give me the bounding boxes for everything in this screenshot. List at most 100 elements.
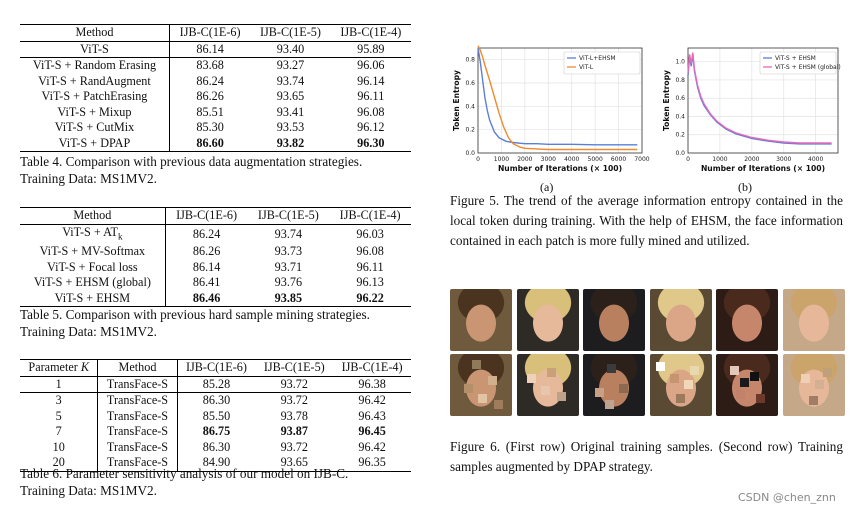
x-tick-label: 0 <box>686 156 690 163</box>
x-tick-label: 6000 <box>611 156 626 163</box>
row-label-cell: 20 <box>20 455 99 471</box>
table-cell: 96.03 <box>356 226 384 241</box>
legend-box <box>759 51 837 75</box>
table-cell: 93.87 <box>280 424 308 439</box>
subfigure-label-b: (b) <box>738 180 752 194</box>
row-label-cell: ViT-S + DPAP <box>20 135 170 152</box>
table-row: ViT-S + Mixup 85.51 93.41 96.08 <box>20 104 411 120</box>
augmented-face-image <box>649 354 712 416</box>
patch-block <box>730 366 739 375</box>
legend-label: ViT-S + EHSM (global) <box>775 64 841 71</box>
row-label-cell: ViT-S + EHSM <box>20 290 166 307</box>
y-tick-label: 0.0 <box>675 150 685 157</box>
table-cell: 86.14 <box>196 41 224 56</box>
table-cell: 93.72 <box>280 376 308 391</box>
table-cell: 93.72 <box>280 439 308 454</box>
y-tick-label: 0.4 <box>675 113 685 120</box>
row-label-cell: ViT-S + EHSM (global) <box>20 274 166 291</box>
y-axis-label: Token Entropy <box>452 70 461 131</box>
table-row: ViT-S + DPAP 86.60 93.82 96.30 <box>20 135 411 152</box>
patch-block <box>736 390 745 399</box>
table-cell: 86.30 <box>202 393 231 408</box>
table-4: Method IJB-C(1E-6) IJB-C(1E-5) IJB-C(1E-… <box>20 24 411 152</box>
table-header-row: Parameter K Method IJB-C(1E-6) IJB-C(1E-… <box>20 359 411 376</box>
x-tick-label: 3000 <box>776 156 791 163</box>
header-ijbc-1e5: IJB-C(1E-5) <box>257 208 319 223</box>
caption-line-1: Table 5. Comparison with previous hard s… <box>20 307 370 322</box>
patch-block <box>808 396 818 405</box>
table-cell: 86.24 <box>192 226 221 241</box>
x-tick-label: 2000 <box>517 156 532 163</box>
row-label-cell: 3 <box>20 392 99 409</box>
plot-frame <box>477 47 643 154</box>
table-cell: 96.22 <box>356 290 384 305</box>
table-cell: 96.11 <box>356 259 384 274</box>
table-cell: 96.12 <box>357 120 385 135</box>
table-row: 10 TransFace-S 86.30 93.72 96.42 <box>20 439 411 455</box>
table-cell: 96.30 <box>357 135 385 150</box>
y-tick-label: 0.8 <box>465 57 475 64</box>
header-ijbc-1e6: IJB-C(1E-6) <box>176 208 238 223</box>
patch-block <box>494 400 503 409</box>
table-cell: 96.42 <box>358 393 386 408</box>
table-row: ViT-S + MV-Softmax 86.26 93.73 96.08 <box>20 243 411 260</box>
patch-block <box>750 372 759 381</box>
patch-block <box>546 368 556 377</box>
table-cell: 93.72 <box>280 393 308 408</box>
patch-block <box>619 384 628 393</box>
table-cell: TransFace-S <box>97 376 178 393</box>
patch-block <box>478 394 487 403</box>
table-cell: 96.35 <box>358 455 386 470</box>
table-cell: 96.38 <box>358 376 386 391</box>
table-cell: 93.74 <box>274 226 303 241</box>
header-ijbc-1e4: IJB-C(1E-4) <box>340 25 402 40</box>
x-tick-label: 3000 <box>541 156 556 163</box>
y-tick-label: 0.6 <box>465 80 475 87</box>
patch-block <box>655 362 665 371</box>
table-row: ViT-S + CutMix 85.30 93.53 96.12 <box>20 120 411 136</box>
header-ijbc-1e4: IJB-C(1E-4) <box>339 208 401 223</box>
figure-6-caption: Figure 6. (First row) Original training … <box>450 439 843 474</box>
table-cell: 95.89 <box>357 41 385 56</box>
header-parameter-k: Parameter K <box>20 359 99 376</box>
table-6-caption: Table 6. Parameter sensitivity analysis … <box>20 465 348 499</box>
table-cell: 86.24 <box>196 73 224 88</box>
table-row: 1 TransFace-S 85.28 93.72 96.38 <box>20 376 411 393</box>
table-cell: 93.78 <box>280 408 308 423</box>
table-5-caption: Table 5. Comparison with previous hard s… <box>20 306 370 340</box>
x-tick-label: 0 <box>476 156 480 163</box>
patch-block <box>540 386 550 395</box>
table-row: ViT-S + Random Erasing 83.68 93.27 96.06 <box>20 57 411 74</box>
patch-block <box>800 374 810 383</box>
row-label-cell: ViT-S + ATk <box>20 224 166 244</box>
patch-block <box>669 374 679 383</box>
original-face-image <box>716 289 778 351</box>
row-label-cell: ViT-S + MV-Softmax <box>20 243 166 260</box>
table-cell: 86.41 <box>192 275 221 290</box>
legend-label: ViT-L <box>579 64 594 71</box>
augmented-face-image <box>516 354 579 416</box>
table-6: Parameter K Method IJB-C(1E-6) IJB-C(1E-… <box>20 359 411 472</box>
subfigure-label-a: (a) <box>540 180 554 194</box>
y-axis-label: Token Entropy <box>662 70 671 131</box>
table-cell: 85.30 <box>196 120 224 135</box>
series-line-1 <box>687 52 832 144</box>
legend-label: ViT-S + EHSM <box>775 55 816 62</box>
patch-block <box>689 366 699 375</box>
header-ijbc-1e6: IJB-C(1E-6) <box>179 25 241 40</box>
row-label-cell: 10 <box>20 439 99 455</box>
table-row: ViT-S + Focal loss 86.14 93.71 96.11 <box>20 259 411 275</box>
table-header-row: Method IJB-C(1E-6) IJB-C(1E-5) IJB-C(1E-… <box>20 207 411 224</box>
table-row: 7 TransFace-S 86.75 93.87 96.45 <box>20 424 411 440</box>
header-ijbc-1e5: IJB-C(1E-5) <box>259 25 321 40</box>
legend-label: ViT-L+EHSM <box>579 55 616 62</box>
table-cell: 93.76 <box>274 275 303 290</box>
patch-block <box>683 380 693 389</box>
table-cell: 86.30 <box>202 439 231 454</box>
table-cell: 93.40 <box>276 41 305 56</box>
y-tick-label: 0.6 <box>675 95 685 102</box>
table-cell: 93.85 <box>274 290 303 305</box>
table-cell: 96.14 <box>357 73 385 88</box>
row-label-cell: ViT-S + Focal loss <box>20 259 166 275</box>
table-cell: 93.71 <box>274 259 303 274</box>
